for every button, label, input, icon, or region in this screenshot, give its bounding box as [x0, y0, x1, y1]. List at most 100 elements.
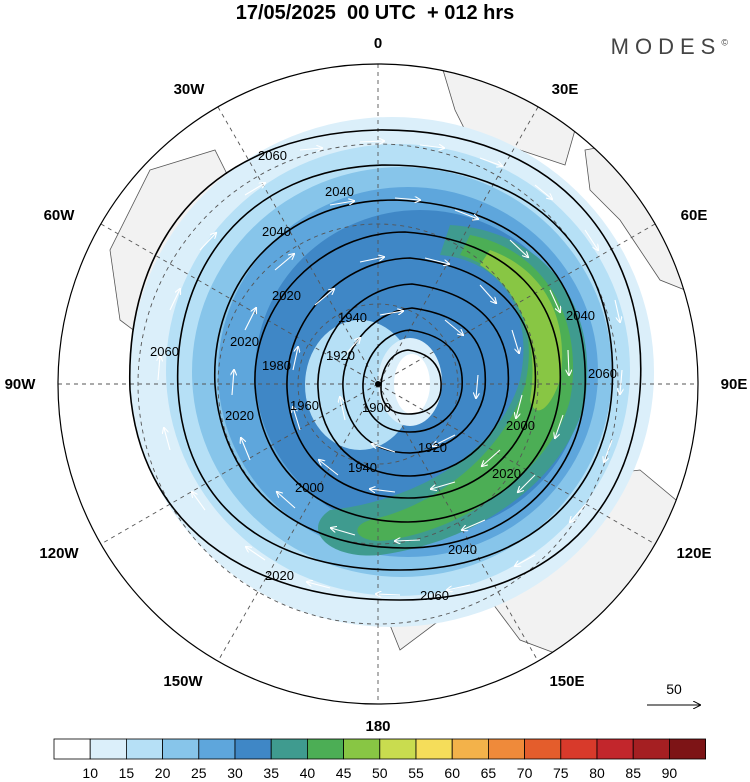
contour-label: 2040 [566, 308, 595, 323]
contour-2060 [129, 129, 642, 601]
contour-1980 [286, 257, 537, 499]
contour-label: 2060 [420, 588, 449, 603]
colorbar-tick-label: 35 [263, 765, 279, 781]
shade-45 [357, 235, 574, 541]
colorbar-tick-label: 45 [336, 765, 352, 781]
vector-reference-value: 50 [666, 681, 682, 697]
colorbar-tick-label: 60 [444, 765, 460, 781]
lon-label-120w: 120W [39, 545, 79, 562]
wind-speed-shading [130, 117, 654, 627]
meridian-60w-120e [100, 223, 656, 545]
contour-1900 [380, 349, 442, 415]
colorbar-swatch [524, 738, 562, 760]
colorbar-swatch [53, 738, 91, 760]
colorbar-swatch [162, 738, 200, 760]
contour-label: 1960 [290, 398, 319, 413]
colorbar-swatch [379, 738, 417, 760]
contour-label: 2040 [448, 542, 477, 557]
colorbar-swatch [198, 738, 236, 760]
contour-label: 2060 [588, 366, 617, 381]
colorbar-tick-label: 70 [517, 765, 533, 781]
colorbar-swatch [669, 738, 707, 760]
contour-label: 2000 [506, 418, 535, 433]
contour-label: 1980 [262, 358, 291, 373]
contour-label: 1940 [338, 310, 367, 325]
colorbar-tick-label: 65 [481, 765, 497, 781]
contour-label: 1920 [326, 348, 355, 363]
longitude-labels: 0 30E 60E 90E 120E 150E 180 150W 120W 90… [5, 35, 748, 735]
colorbar-swatch [306, 738, 344, 760]
colorbar-tick-label: 20 [155, 765, 171, 781]
meridian-30e-150w [217, 106, 539, 662]
contour-2020 [214, 199, 587, 549]
brand-logo: MODES© [611, 34, 728, 60]
colorbar-swatch [234, 738, 272, 760]
colorbar-swatch [126, 738, 164, 760]
colorbar-swatch [270, 738, 308, 760]
wind-arrows-ring-inner [293, 257, 523, 492]
contour-label: 2040 [262, 224, 291, 239]
contour-label: 2020 [230, 334, 259, 349]
colorbar-tick-label: 75 [553, 765, 569, 781]
contour-label: 2060 [258, 148, 287, 163]
wind-vectors [158, 141, 622, 595]
colorbar-tick-label: 10 [82, 765, 98, 781]
pole-marker [375, 381, 381, 387]
contour-label: 1920 [418, 440, 447, 455]
contour-label: 1900 [362, 400, 391, 415]
geopotential-contours [129, 129, 642, 601]
vector-reference: 50 [647, 681, 700, 705]
lon-label-60e: 60E [681, 207, 708, 224]
colorbar-swatch [415, 738, 453, 760]
colorbar-tick-label: 40 [300, 765, 316, 781]
colorbar-swatch [596, 738, 634, 760]
map-title: 17/05/2025 00 UTC + 012 hrs [235, 2, 515, 24]
colorbar: 10 15 20 25 30 35 40 45 50 55 60 65 70 75 80 85 90 [53, 738, 707, 781]
lon-label-120e: 120E [676, 545, 711, 562]
brand-copyright-mark: © [721, 37, 728, 48]
lon-label-30e: 30E [552, 81, 579, 98]
contour-1920 [362, 329, 463, 433]
lon-label-90w: 90W [5, 376, 37, 393]
shade-50 [480, 250, 563, 411]
meridian-30w-150e [217, 106, 539, 662]
colorbar-swatch [451, 738, 489, 760]
lon-label-60w: 60W [44, 207, 76, 224]
contour-label: 2060 [150, 344, 179, 359]
colorbar-swatch [343, 738, 381, 760]
colorbar-tick-label: 25 [191, 765, 207, 781]
contour-1960 [317, 283, 510, 477]
contour-label: 2040 [325, 184, 354, 199]
lon-label-30w: 30W [174, 81, 206, 98]
contour-label: 2020 [272, 288, 301, 303]
colorbar-tick-label: 55 [408, 765, 424, 781]
meridian-60e-120w [100, 223, 656, 545]
contour-labels: 2060 2040 2040 2020 2060 2020 2020 1980 … [150, 148, 617, 603]
colorbar-swatch [632, 738, 670, 760]
colorbar-tick-label: 85 [625, 765, 641, 781]
colorbar-tick-label: 50 [372, 765, 388, 781]
colorbar-swatch [89, 738, 127, 760]
colorbar-tick-label: 90 [662, 765, 678, 781]
brand-text: MODES [610, 34, 722, 59]
colorbar-tick-label: 15 [119, 765, 135, 781]
contour-label: 2000 [295, 480, 324, 495]
colorbar-tick-label: 80 [589, 765, 605, 781]
lon-label-90e: 90E [721, 376, 748, 393]
lon-label-0: 0 [374, 35, 382, 52]
colorbar-swatch [560, 738, 598, 760]
contour-2000 [254, 231, 562, 523]
contour-label: 1940 [348, 460, 377, 475]
contour-label: 2020 [265, 568, 294, 583]
contour-1940 [342, 307, 487, 454]
wind-arrows-ring-mid [232, 198, 569, 541]
contour-label: 2020 [225, 408, 254, 423]
contour-2040 [176, 164, 614, 571]
colorbar-swatch [487, 738, 525, 760]
colorbar-tick-label: 30 [227, 765, 243, 781]
lon-label-180: 180 [365, 718, 390, 735]
contour-label: 2020 [492, 466, 521, 481]
globe-outline [57, 63, 699, 705]
lon-label-150w: 150W [163, 673, 203, 690]
